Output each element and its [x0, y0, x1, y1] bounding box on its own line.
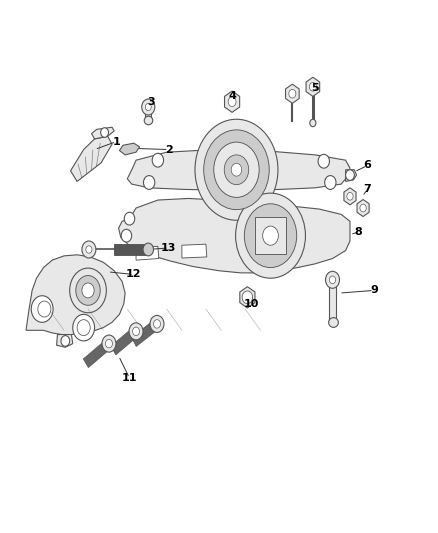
Polygon shape	[26, 255, 125, 335]
Circle shape	[31, 296, 53, 322]
Circle shape	[228, 97, 236, 107]
Circle shape	[360, 204, 366, 212]
Circle shape	[86, 246, 92, 253]
Polygon shape	[145, 107, 151, 120]
Polygon shape	[357, 199, 369, 216]
Polygon shape	[83, 339, 112, 368]
Circle shape	[70, 268, 106, 313]
Circle shape	[318, 155, 329, 168]
Circle shape	[204, 130, 269, 209]
Circle shape	[82, 241, 96, 258]
Circle shape	[224, 155, 249, 184]
Polygon shape	[131, 319, 159, 346]
Circle shape	[76, 276, 100, 305]
Text: 4: 4	[228, 91, 236, 101]
Circle shape	[121, 229, 132, 242]
Circle shape	[144, 175, 155, 189]
Circle shape	[325, 175, 336, 189]
Text: 5: 5	[311, 83, 319, 93]
Text: 7: 7	[364, 184, 371, 195]
Polygon shape	[306, 77, 320, 96]
Polygon shape	[57, 335, 73, 348]
Text: 3: 3	[148, 96, 155, 107]
Circle shape	[244, 293, 251, 302]
Text: 10: 10	[244, 298, 259, 309]
Circle shape	[152, 154, 163, 167]
Circle shape	[106, 340, 113, 348]
Circle shape	[73, 314, 95, 341]
Polygon shape	[71, 136, 112, 181]
Circle shape	[214, 142, 259, 197]
Polygon shape	[344, 188, 356, 205]
Circle shape	[150, 316, 164, 333]
Circle shape	[129, 323, 143, 340]
Circle shape	[310, 119, 316, 127]
Polygon shape	[225, 91, 240, 112]
Polygon shape	[286, 84, 299, 103]
Circle shape	[236, 193, 305, 278]
Circle shape	[124, 212, 135, 225]
Circle shape	[242, 291, 253, 304]
Text: 13: 13	[161, 243, 177, 253]
Text: 1: 1	[113, 136, 120, 147]
Circle shape	[325, 271, 339, 288]
Polygon shape	[120, 143, 140, 155]
Text: 12: 12	[126, 270, 141, 279]
Polygon shape	[114, 244, 147, 255]
Polygon shape	[119, 198, 350, 273]
Text: 2: 2	[165, 144, 173, 155]
Polygon shape	[346, 169, 357, 181]
Text: 8: 8	[355, 227, 363, 237]
Circle shape	[102, 335, 116, 352]
Polygon shape	[136, 246, 159, 260]
Polygon shape	[255, 217, 286, 254]
Polygon shape	[329, 280, 336, 322]
Text: 9: 9	[370, 286, 378, 295]
Circle shape	[231, 164, 242, 176]
Text: 11: 11	[122, 373, 137, 383]
Circle shape	[347, 192, 353, 200]
Circle shape	[38, 301, 51, 317]
Polygon shape	[182, 244, 207, 258]
Circle shape	[133, 327, 140, 336]
Circle shape	[263, 226, 279, 245]
Circle shape	[142, 99, 155, 115]
Circle shape	[346, 169, 354, 180]
Circle shape	[153, 320, 160, 328]
Circle shape	[244, 204, 297, 268]
Polygon shape	[111, 327, 138, 355]
Circle shape	[145, 103, 151, 111]
Circle shape	[61, 336, 70, 346]
Circle shape	[101, 128, 109, 138]
Circle shape	[329, 276, 336, 284]
Circle shape	[82, 283, 94, 298]
Text: 6: 6	[364, 160, 371, 171]
Circle shape	[309, 83, 316, 91]
Polygon shape	[240, 287, 255, 308]
Circle shape	[289, 90, 296, 98]
Circle shape	[77, 320, 90, 336]
Circle shape	[143, 243, 153, 256]
Circle shape	[195, 119, 278, 220]
Polygon shape	[92, 127, 114, 139]
Polygon shape	[127, 150, 350, 190]
